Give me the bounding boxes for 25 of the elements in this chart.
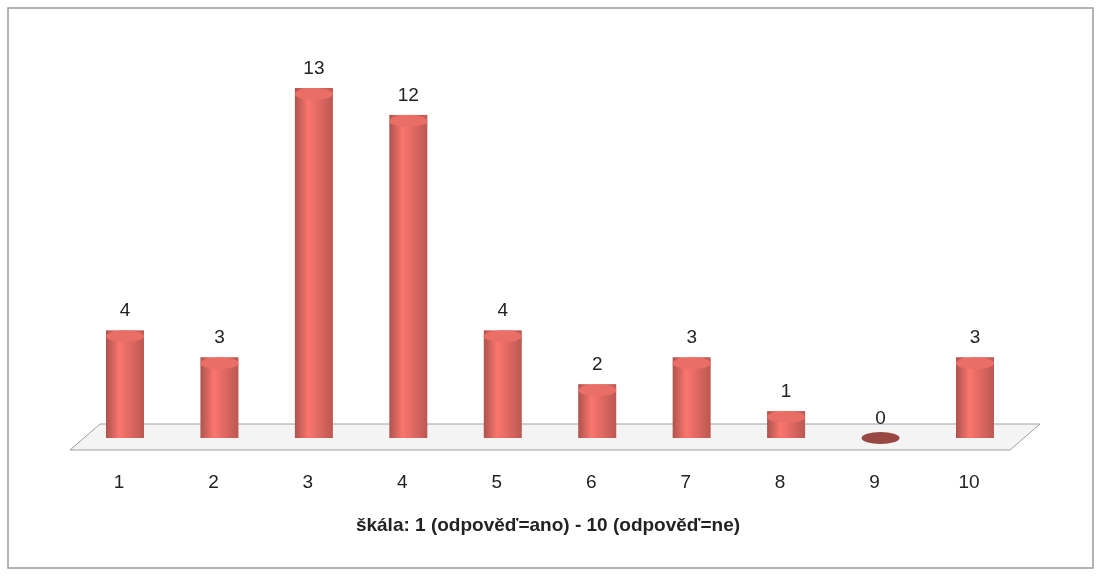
data-label: 12 [397,83,419,105]
x-tick-label: 5 [491,471,503,492]
x-tick-label: 7 [680,471,691,492]
data-label: 3 [969,326,981,348]
data-label: 4 [119,299,131,321]
data-label: 0 [875,407,886,428]
x-tick-label: 6 [585,471,597,492]
x-tick-label: 9 [869,471,880,492]
x-tick-label: 4 [397,471,409,492]
data-label: 1 [780,380,792,402]
x-tick-label: 10 [958,471,980,492]
bar [483,330,522,438]
x-tick-label: 2 [208,471,219,492]
bar [389,114,428,438]
data-label: 3 [686,326,697,348]
x-tick-label: 8 [774,471,786,492]
data-label: 13 [303,57,325,78]
data-label: 2 [591,353,603,375]
x-axis-title: škála: 1 (odpověď=ano) - 10 (odpověď=ne) [355,514,741,535]
x-tick-label: 1 [113,471,125,492]
bar [106,330,144,438]
x-tick-label: 3 [302,471,314,492]
bar [294,88,333,438]
data-label: 4 [497,299,509,321]
data-label: 3 [214,326,225,348]
